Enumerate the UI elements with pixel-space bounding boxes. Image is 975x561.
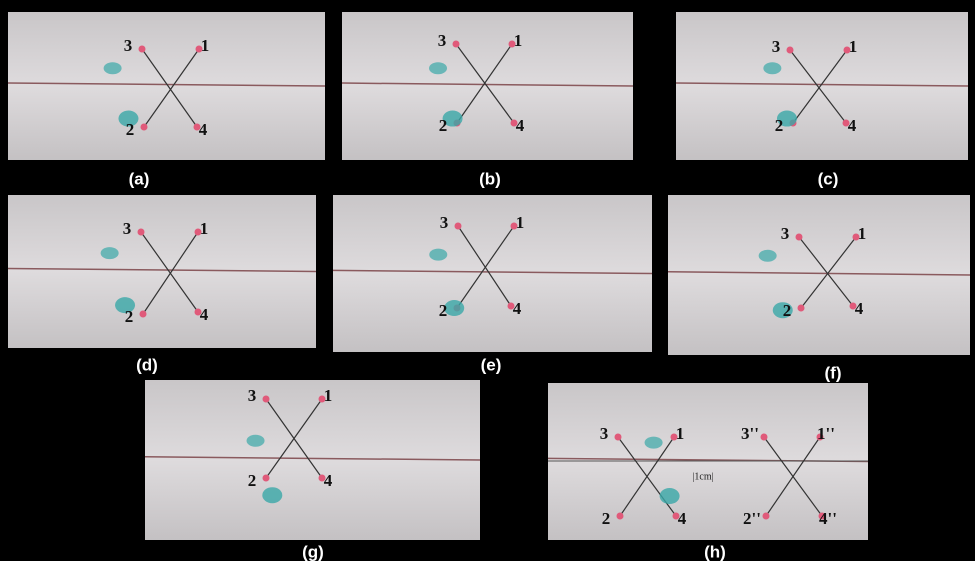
point-label: 1 (849, 37, 858, 56)
point-label: 4 (200, 305, 209, 324)
point-label: 4'' (819, 509, 837, 528)
marker-dot (453, 41, 460, 48)
dye-mark (262, 487, 282, 503)
scale-label: |1cm| (692, 471, 713, 482)
point-label: 4 (324, 471, 333, 490)
marker-dot (139, 46, 146, 53)
point-label: 4 (855, 299, 864, 318)
dye-mark (247, 435, 265, 447)
point-label: 1 (676, 424, 685, 443)
point-label: 3 (440, 213, 449, 232)
marker-dot (455, 223, 462, 230)
panel-caption: (f) (825, 363, 842, 382)
point-label: 4 (678, 509, 687, 528)
point-label: 3 (772, 37, 781, 56)
point-label: 2 (125, 307, 134, 326)
panel-caption: (e) (481, 355, 502, 374)
panel-caption: (b) (479, 169, 501, 188)
point-label: 1 (516, 213, 525, 232)
point-label: 2 (248, 471, 257, 490)
point-label: 4 (199, 120, 208, 139)
marker-dot (140, 311, 147, 318)
marker-dot (798, 305, 805, 312)
point-label: 1'' (817, 424, 835, 443)
marker-dot (796, 234, 803, 241)
dye-mark (429, 62, 447, 74)
point-label: 3 (600, 424, 609, 443)
dye-mark (660, 488, 680, 504)
point-label: 2 (439, 301, 448, 320)
point-label: 2 (775, 116, 784, 135)
point-label: 2 (602, 509, 611, 528)
point-label: 4 (513, 299, 522, 318)
panel-caption: (d) (136, 355, 158, 374)
point-label: 3 (124, 36, 133, 55)
panel-caption: (h) (704, 542, 726, 561)
point-label: 4 (848, 116, 857, 135)
point-label: 2 (126, 120, 135, 139)
point-label: 3 (248, 386, 257, 405)
marker-dot (617, 513, 624, 520)
point-label: 3 (123, 219, 132, 238)
point-label: 1 (858, 224, 867, 243)
dye-mark (759, 250, 777, 262)
panel-caption: (g) (302, 542, 324, 561)
marker-dot (615, 434, 622, 441)
dye-mark (429, 249, 447, 261)
point-label: 1 (324, 386, 333, 405)
point-label: 2 (439, 116, 448, 135)
point-label: 2 (783, 301, 792, 320)
marker-dot (263, 475, 270, 482)
figure: 3 1 2 4 (a) 3 1 2 4 (b) 3 1 2 4 (c) 3 1 2 4 (d) 3 1 2 4 (e) 3 1 2 4 (… (0, 0, 975, 561)
dye-mark (763, 62, 781, 74)
dye-mark (101, 247, 119, 259)
marker-dot (763, 513, 770, 520)
point-label: 1 (201, 36, 210, 55)
marker-dot (787, 47, 794, 54)
marker-dot (263, 396, 270, 403)
panel-caption: (a) (129, 169, 150, 188)
dye-mark (645, 437, 663, 449)
point-label: 1 (200, 219, 209, 238)
marker-dot (138, 229, 145, 236)
point-label: 2'' (743, 509, 761, 528)
point-label: 3 (438, 31, 447, 50)
dye-mark (104, 62, 122, 74)
panel-caption: (c) (818, 169, 839, 188)
marker-dot (761, 434, 768, 441)
marker-dot (141, 124, 148, 131)
point-label: 3 (781, 224, 790, 243)
point-label: 3'' (741, 424, 759, 443)
point-label: 4 (516, 116, 525, 135)
point-label: 1 (514, 31, 523, 50)
